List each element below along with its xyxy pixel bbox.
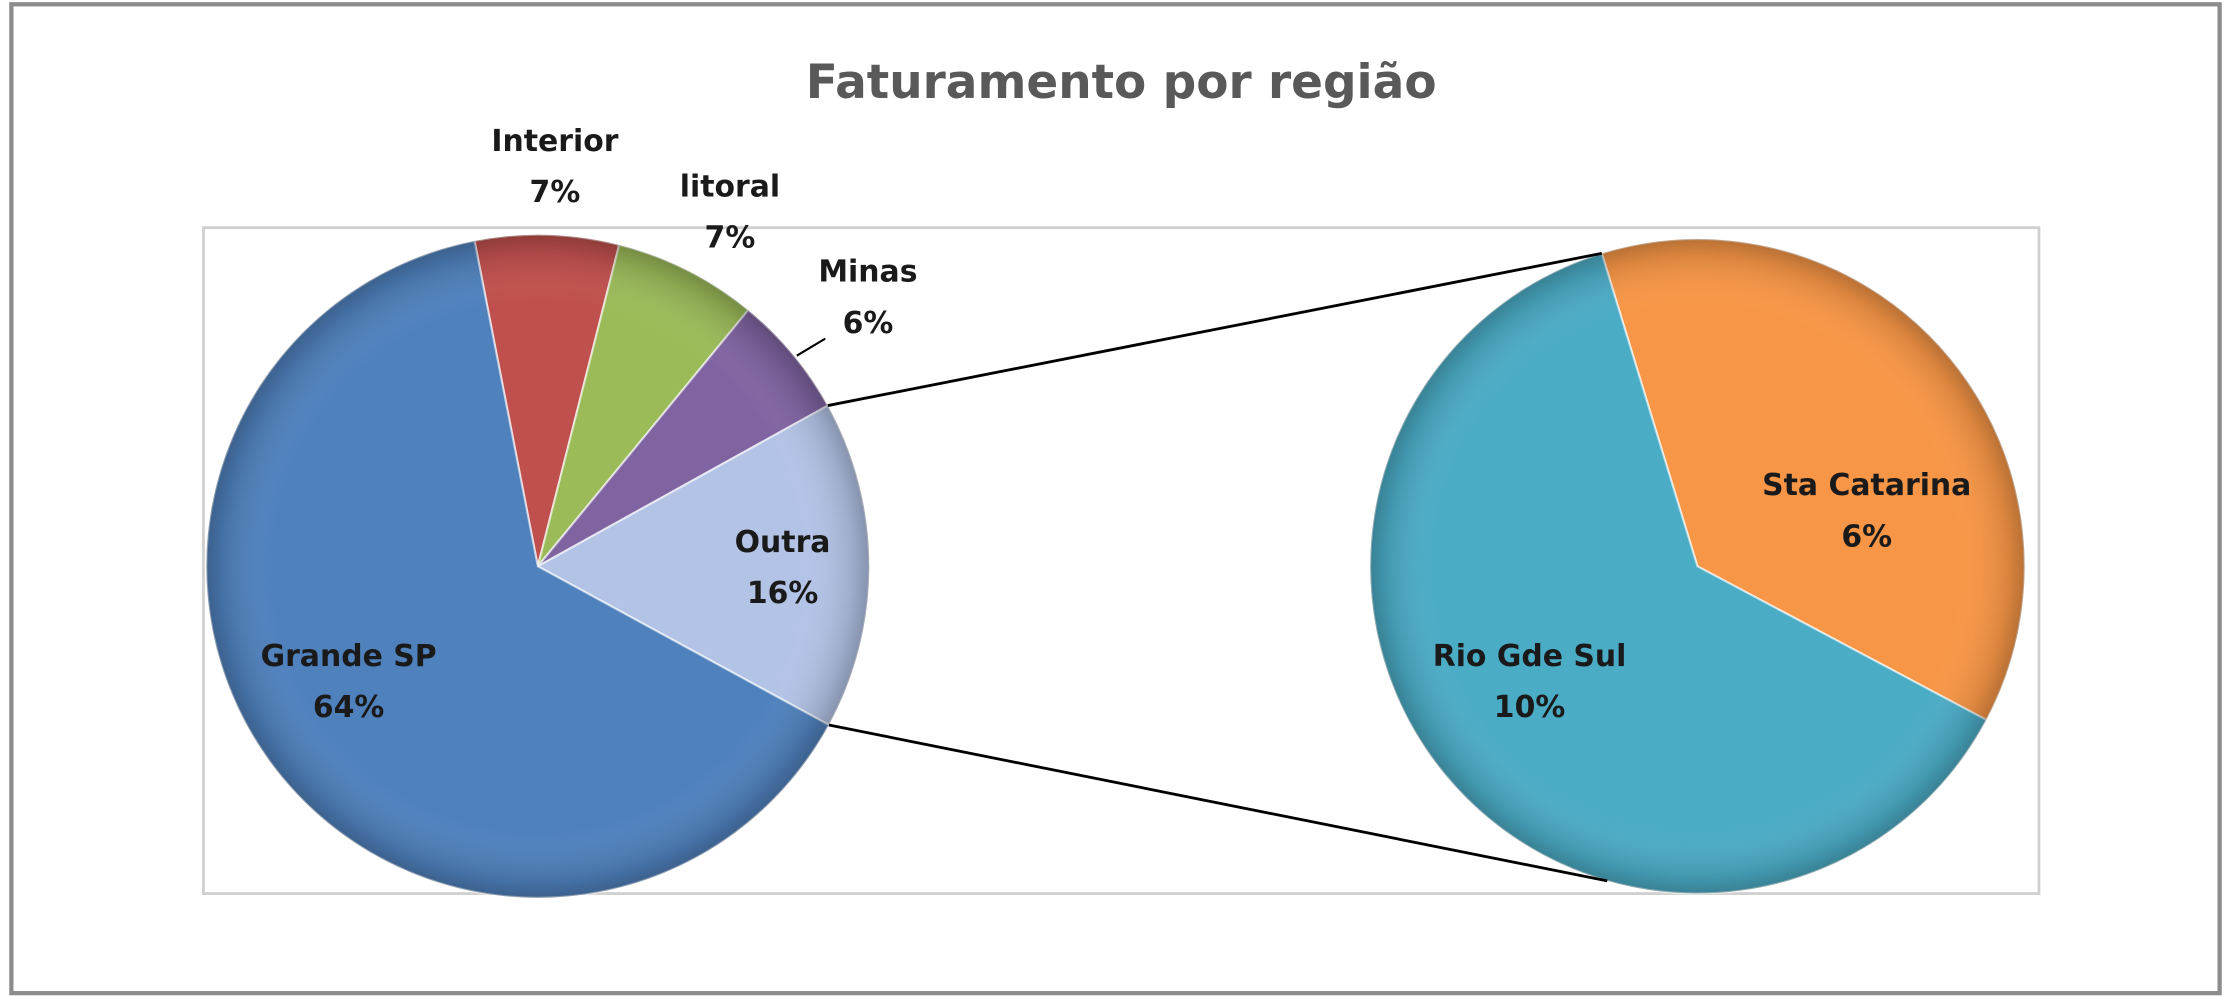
slice-value-label: 64% [313,690,384,725]
slice-category-label: Grande SP [261,639,437,674]
slice-value-label: 7% [530,175,581,210]
slice-category-label: Rio Gde Sul [1433,639,1627,674]
connector-line [828,723,1608,883]
slice-category-label: Minas [818,255,917,290]
slice-value-label: 6% [843,306,894,341]
slice-value-label: 10% [1494,690,1565,725]
connector-line [827,251,1603,407]
slice-value-label: 16% [747,576,818,611]
slice-value-label: 7% [705,221,756,256]
leader-line [796,337,826,357]
chart-title: Faturamento por região [806,55,1437,110]
slice-value-label: 6% [1841,519,1892,554]
slice-category-label: Sta Catarina [1762,468,1971,503]
slice-category-label: Outra [735,525,831,560]
slice-category-label: Interior [491,124,618,159]
slice-category-label: litoral [680,169,780,204]
